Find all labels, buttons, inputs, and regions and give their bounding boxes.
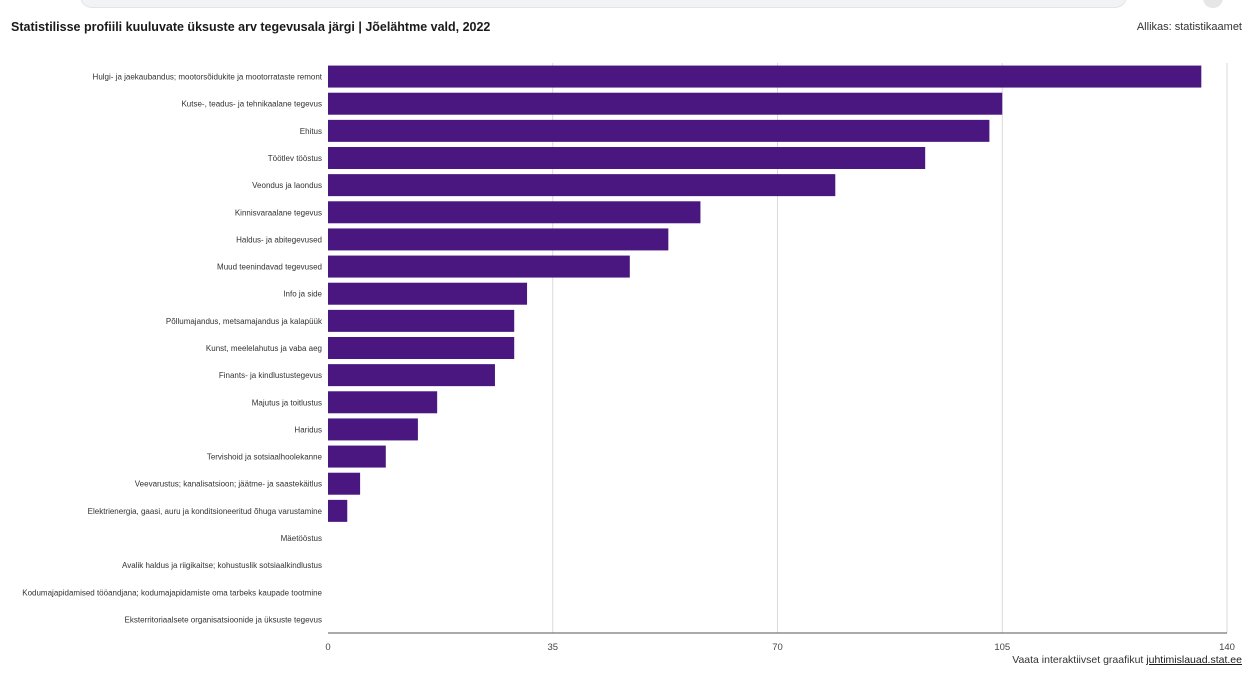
footer-note: Vaata interaktiivset graafikut juhtimisl… xyxy=(1012,654,1242,666)
category-label-17: Mäetööstus xyxy=(281,534,322,543)
bar-7 xyxy=(328,255,630,278)
bar-4 xyxy=(328,174,836,197)
category-label-10: Kunst, meelelahutus ja vaba aeg xyxy=(206,344,322,353)
x-tick-label-2: 70 xyxy=(772,642,783,653)
bar-15 xyxy=(328,472,361,495)
category-label-2: Ehitus xyxy=(300,127,322,136)
source-label: Allikas: statistikaamet xyxy=(1136,21,1242,33)
x-tick-label-3: 105 xyxy=(994,642,1010,653)
category-label-9: Põllumajandus, metsamajandus ja kalapüük xyxy=(166,317,323,326)
bar-3 xyxy=(328,147,926,169)
bar-0 xyxy=(328,65,1202,88)
category-label-6: Haldus- ja abitegevused xyxy=(236,235,322,244)
category-label-16: Elektrienergia, gaasi, auru ja konditsio… xyxy=(88,507,323,516)
bar-13 xyxy=(328,418,418,441)
category-label-1: Kutse-, teadus- ja tehnikaalane tegevus xyxy=(181,100,322,109)
footer-link[interactable]: juhtimislauad.stat.ee xyxy=(1146,654,1242,666)
bar-2 xyxy=(328,119,990,142)
x-tick-label-1: 35 xyxy=(547,642,558,653)
bar-10 xyxy=(328,337,515,359)
category-label-0: Hulgi- ja jaekaubandus; mootorsõidukite … xyxy=(93,73,323,82)
category-label-7: Muud teenindavad tegevused xyxy=(217,263,322,272)
bar-14 xyxy=(328,445,386,468)
bar-16 xyxy=(328,499,348,522)
category-label-13: Haridus xyxy=(294,425,322,434)
category-label-20: Eksterritoriaalsete organisatsioonide ja… xyxy=(125,615,322,624)
chart-title: Statistilisse profiili kuuluvate üksuste… xyxy=(11,20,491,34)
category-label-19: Kodumajapidamised tööandjana; kodumajapi… xyxy=(22,588,322,597)
footer-text: Vaata interaktiivset graafikut xyxy=(1012,654,1144,666)
browser-top-bar xyxy=(0,0,1250,10)
category-label-15: Veevarustus; kanalisatsioon; jäätme- ja … xyxy=(135,480,322,489)
category-label-3: Töötlev tööstus xyxy=(268,154,322,163)
bar-12 xyxy=(328,391,438,414)
x-tick-label-0: 0 xyxy=(325,642,330,653)
bar-6 xyxy=(328,228,669,251)
category-label-18: Avalik haldus ja riigikaitse; kohustusli… xyxy=(122,561,322,570)
bar-9 xyxy=(328,309,515,332)
category-label-11: Finants- ja kindlustustegevus xyxy=(219,371,322,380)
category-label-14: Tervishoid ja sotsiaalhoolekanne xyxy=(207,453,323,462)
bar-5 xyxy=(328,201,701,224)
category-label-8: Info ja side xyxy=(283,290,322,299)
bar-1 xyxy=(328,92,1003,115)
x-tick-label-4: 140 xyxy=(1219,642,1235,653)
category-label-5: Kinnisvaraalane tegevus xyxy=(235,208,322,217)
category-label-4: Veondus ja laondus xyxy=(252,181,322,190)
avatar[interactable] xyxy=(1203,0,1223,8)
bar-11 xyxy=(328,364,495,387)
bar-8 xyxy=(328,282,528,305)
category-label-12: Majutus ja toitlustus xyxy=(252,398,322,407)
